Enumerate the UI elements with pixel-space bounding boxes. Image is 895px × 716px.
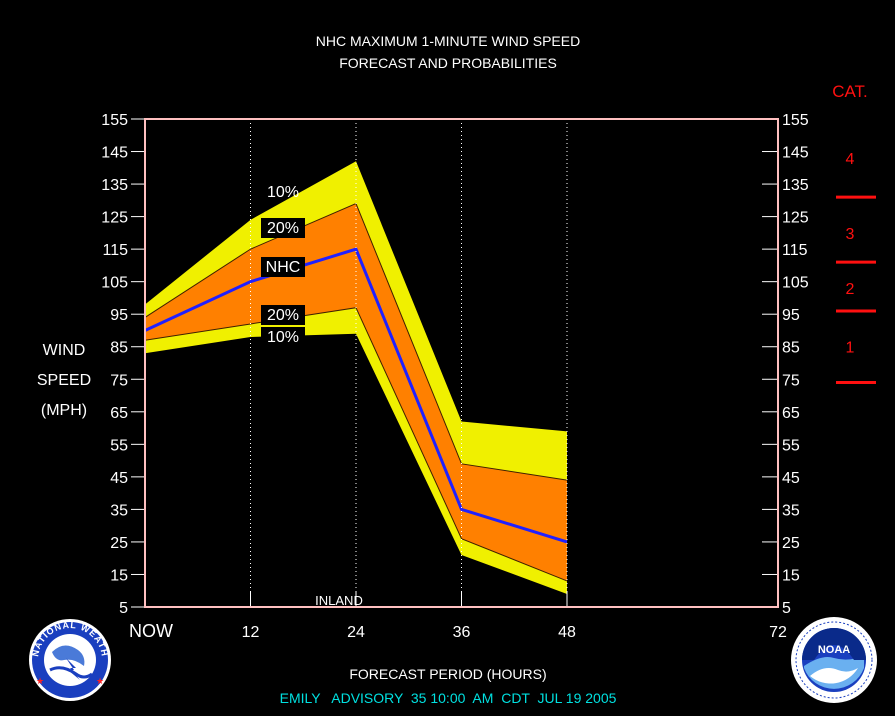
y-tick-label-right-25: 25 — [782, 535, 800, 552]
x-tick-label-72: 72 — [769, 624, 787, 641]
y-axis-left: 5 15 25 35 45 55 65 75 85 95 105 115 125 135 145 155 — [101, 112, 145, 617]
x-axis: NOW 12 24 36 48 72 — [129, 591, 787, 641]
y-tick-label-right-45: 45 — [782, 470, 800, 487]
x-axis-label: FORECAST PERIOD (HOURS) — [349, 666, 546, 682]
y-tick-label-left-55: 55 — [110, 437, 128, 454]
y-tick-label-right-125: 125 — [782, 210, 809, 227]
y-tick-label-right-115: 115 — [782, 242, 808, 259]
advisory-time: 10:00 — [430, 690, 465, 706]
y-tick-label-left-135: 135 — [101, 177, 128, 194]
advisory-tz: CDT — [501, 690, 530, 706]
chart-title-line1: NHC MAXIMUM 1-MINUTE WIND SPEED — [316, 33, 580, 49]
y-tick-label-left-35: 35 — [110, 502, 128, 519]
inland-annotation: INLAND — [315, 593, 363, 608]
label-nhc: NHC — [266, 259, 301, 276]
category-label-4: 4 — [846, 151, 855, 168]
x-tick-label-36: 36 — [453, 624, 471, 641]
y-axis-label-line2: SPEED — [37, 372, 91, 389]
y-tick-label-right-155: 155 — [782, 112, 809, 129]
x-tick-label-48: 48 — [558, 624, 576, 641]
y-tick-label-left-15: 15 — [110, 567, 128, 584]
y-tick-label-left-85: 85 — [110, 340, 128, 357]
label-upper-20pct: 20% — [267, 220, 299, 237]
inner-band-20pct — [145, 203, 567, 581]
advisory-date: JUL 19 2005 — [538, 690, 617, 706]
category-label-1: 1 — [846, 340, 855, 357]
y-tick-label-right-75: 75 — [782, 372, 800, 389]
noaa-logo-text: NOAA — [818, 644, 850, 656]
label-lower-10pct-bg — [261, 327, 305, 347]
x-tick-label-12: 12 — [242, 624, 260, 641]
band-labels: 10% 20% NHC 20% 10% — [261, 184, 305, 347]
y-tick-label-left-155: 155 — [101, 112, 128, 129]
y-tick-label-left-95: 95 — [110, 307, 128, 324]
category-scale: 4 3 2 1 — [836, 151, 876, 385]
advisory-label: ADVISORY — [331, 690, 404, 706]
y-tick-label-left-75: 75 — [110, 372, 128, 389]
y-tick-label-right-15: 15 — [782, 567, 800, 584]
noaa-logo: NOAA — [791, 617, 877, 703]
y-tick-label-left-105: 105 — [101, 275, 128, 292]
y-tick-label-right-35: 35 — [782, 502, 800, 519]
category-label-2: 2 — [846, 281, 855, 298]
y-tick-label-left-65: 65 — [110, 405, 128, 422]
x-tick-label-NOW: NOW — [129, 621, 173, 641]
chart-title-line2: FORECAST AND PROBABILITIES — [339, 55, 557, 71]
advisory-storm: EMILY — [280, 690, 322, 706]
svg-text:★: ★ — [36, 676, 44, 686]
y-axis-right: 5 15 25 35 45 55 65 75 85 95 105 115 125 135 145 155 — [762, 112, 809, 617]
label-upper-20pct-bg — [261, 218, 305, 238]
y-tick-label-right-65: 65 — [782, 405, 800, 422]
advisory-number: 35 — [411, 690, 427, 706]
category-header: CAT. — [832, 82, 868, 101]
vertical-gridlines — [250, 119, 568, 607]
y-tick-label-right-85: 85 — [782, 340, 800, 357]
y-tick-label-right-105: 105 — [782, 275, 809, 292]
probability-bands — [144, 161, 568, 594]
label-lower-20pct-bg — [261, 305, 305, 325]
y-tick-label-right-135: 135 — [782, 177, 809, 194]
nws-logo: NATIONAL WEATHER SERVICE ★ ★ — [29, 619, 111, 701]
y-tick-label-left-125: 125 — [101, 210, 128, 227]
y-axis-label-line3: (MPH) — [41, 402, 87, 419]
x-tick-label-24: 24 — [347, 624, 365, 641]
y-tick-label-right-5: 5 — [782, 600, 791, 617]
y-tick-label-right-55: 55 — [782, 437, 800, 454]
y-tick-label-left-115: 115 — [102, 242, 128, 259]
label-lower-20pct: 20% — [267, 307, 299, 324]
category-label-3: 3 — [846, 226, 855, 243]
y-axis-label-line1: WIND — [43, 342, 86, 359]
label-upper-10pct: 10% — [267, 184, 299, 201]
nhc-forecast-line — [144, 247, 568, 544]
y-tick-label-left-145: 145 — [101, 145, 128, 162]
advisory-ampm: AM — [472, 690, 493, 706]
advisory-line: EMILY ADVISORY 35 10:00 AM CDT JUL 19 20… — [280, 690, 617, 706]
plot-frame — [144, 118, 779, 608]
y-tick-label-right-145: 145 — [782, 145, 809, 162]
y-tick-label-left-25: 25 — [110, 535, 128, 552]
svg-text:★: ★ — [96, 676, 104, 686]
y-tick-label-right-95: 95 — [782, 307, 800, 324]
y-tick-label-left-5: 5 — [119, 600, 128, 617]
y-tick-label-left-45: 45 — [110, 470, 128, 487]
label-nhc-bg — [261, 257, 305, 277]
label-lower-10pct: 10% — [267, 329, 299, 346]
